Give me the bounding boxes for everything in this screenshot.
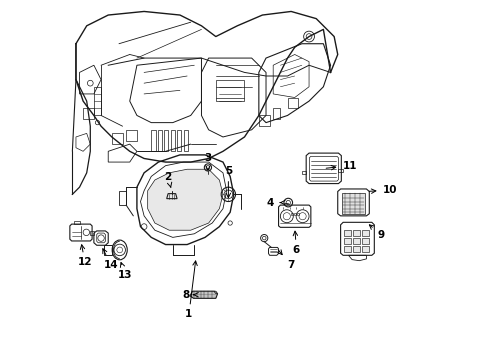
Text: 6: 6 <box>292 231 300 255</box>
Polygon shape <box>352 246 359 252</box>
Polygon shape <box>190 291 217 298</box>
Polygon shape <box>341 193 364 214</box>
Text: 1: 1 <box>185 261 197 319</box>
Polygon shape <box>147 169 223 230</box>
Text: 7: 7 <box>277 250 294 270</box>
Text: 9: 9 <box>368 225 384 239</box>
Text: 10: 10 <box>368 185 396 195</box>
Polygon shape <box>344 246 350 252</box>
Polygon shape <box>214 291 217 294</box>
Polygon shape <box>352 230 359 236</box>
Text: 3: 3 <box>204 153 211 170</box>
Polygon shape <box>362 238 368 244</box>
Text: 12: 12 <box>78 245 92 267</box>
Polygon shape <box>344 238 350 244</box>
Text: 11: 11 <box>325 161 356 171</box>
Polygon shape <box>362 246 368 252</box>
Polygon shape <box>362 230 368 236</box>
Text: 8: 8 <box>183 290 198 300</box>
Polygon shape <box>352 238 359 244</box>
Text: 2: 2 <box>164 172 171 188</box>
Polygon shape <box>344 230 350 236</box>
Text: 4: 4 <box>266 198 285 208</box>
Text: 14: 14 <box>102 249 118 270</box>
Text: 13: 13 <box>118 262 132 280</box>
Text: 5: 5 <box>224 166 231 198</box>
